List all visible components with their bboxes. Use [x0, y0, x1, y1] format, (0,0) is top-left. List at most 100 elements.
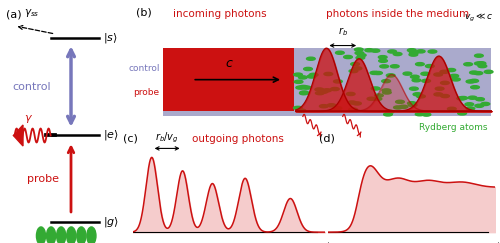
Circle shape: [346, 92, 355, 95]
Circle shape: [322, 89, 332, 92]
Circle shape: [306, 57, 315, 60]
Circle shape: [466, 107, 474, 110]
Text: (d): (d): [319, 133, 335, 143]
Circle shape: [344, 55, 352, 59]
Circle shape: [448, 107, 456, 110]
Circle shape: [434, 93, 442, 96]
Text: probe: probe: [28, 174, 60, 184]
Circle shape: [371, 49, 380, 52]
Circle shape: [458, 112, 466, 115]
Circle shape: [354, 48, 363, 51]
Circle shape: [298, 76, 307, 79]
Text: $r_b$: $r_b$: [338, 25, 347, 38]
Circle shape: [484, 70, 493, 73]
Circle shape: [319, 90, 328, 93]
Circle shape: [386, 74, 395, 77]
Circle shape: [459, 96, 468, 100]
Circle shape: [299, 85, 308, 88]
Circle shape: [380, 65, 388, 68]
Circle shape: [378, 56, 387, 59]
Circle shape: [409, 53, 418, 56]
Circle shape: [384, 113, 392, 116]
Circle shape: [320, 105, 328, 108]
Circle shape: [378, 59, 388, 62]
Circle shape: [355, 52, 364, 55]
Circle shape: [316, 92, 324, 95]
Circle shape: [386, 110, 394, 113]
Circle shape: [421, 72, 430, 75]
Text: $r_b/v_g$: $r_b/v_g$: [156, 131, 179, 145]
Circle shape: [374, 71, 382, 75]
Circle shape: [413, 93, 422, 96]
Circle shape: [351, 62, 360, 66]
Circle shape: [296, 86, 304, 89]
Circle shape: [466, 80, 475, 83]
Circle shape: [382, 89, 391, 92]
Text: (b): (b): [136, 8, 152, 17]
Circle shape: [440, 70, 448, 73]
Circle shape: [307, 75, 316, 78]
Circle shape: [457, 97, 466, 100]
Circle shape: [297, 109, 306, 112]
Text: control: control: [12, 81, 51, 92]
Circle shape: [436, 87, 444, 90]
Circle shape: [416, 113, 424, 116]
Circle shape: [408, 104, 417, 107]
Circle shape: [396, 100, 404, 103]
Circle shape: [422, 113, 431, 116]
Circle shape: [403, 72, 412, 75]
Circle shape: [324, 72, 332, 76]
Circle shape: [428, 50, 437, 53]
Text: control: control: [128, 64, 160, 73]
Circle shape: [367, 97, 376, 100]
Text: probe: probe: [134, 88, 160, 97]
Circle shape: [304, 67, 312, 70]
Circle shape: [66, 227, 76, 243]
Circle shape: [336, 51, 344, 54]
Text: photons inside the medium: photons inside the medium: [326, 9, 468, 19]
Circle shape: [373, 97, 382, 100]
Circle shape: [77, 227, 86, 243]
Circle shape: [422, 79, 430, 82]
Circle shape: [330, 87, 339, 91]
Circle shape: [374, 94, 384, 97]
Circle shape: [353, 67, 362, 70]
Circle shape: [352, 102, 362, 105]
Circle shape: [410, 87, 418, 90]
Circle shape: [477, 62, 486, 66]
Circle shape: [46, 227, 56, 243]
Text: (c): (c): [123, 133, 138, 143]
Circle shape: [294, 106, 302, 110]
Circle shape: [410, 75, 419, 78]
Circle shape: [394, 106, 402, 109]
Circle shape: [452, 78, 460, 81]
Text: $|e\rangle$: $|e\rangle$: [104, 129, 120, 142]
Circle shape: [440, 81, 449, 85]
Circle shape: [356, 56, 364, 59]
Circle shape: [358, 54, 366, 57]
Circle shape: [474, 62, 483, 65]
Circle shape: [382, 79, 390, 83]
Circle shape: [294, 80, 303, 83]
Circle shape: [450, 74, 458, 78]
Circle shape: [300, 92, 308, 95]
Circle shape: [470, 79, 478, 82]
Circle shape: [470, 86, 480, 89]
Circle shape: [410, 51, 418, 54]
Circle shape: [348, 101, 356, 104]
FancyBboxPatch shape: [164, 48, 491, 116]
Circle shape: [390, 65, 399, 68]
Circle shape: [447, 69, 456, 72]
Text: c: c: [225, 58, 232, 70]
Text: incoming photons: incoming photons: [172, 9, 266, 19]
Circle shape: [416, 50, 425, 53]
Text: (a): (a): [6, 9, 22, 19]
Text: Rydberg atoms: Rydberg atoms: [419, 123, 488, 132]
Circle shape: [408, 49, 416, 52]
Circle shape: [426, 65, 434, 68]
Circle shape: [334, 80, 342, 83]
Circle shape: [382, 91, 391, 94]
Circle shape: [348, 108, 358, 111]
Circle shape: [474, 72, 482, 75]
Text: $v_g \ll c$: $v_g \ll c$: [464, 12, 493, 24]
